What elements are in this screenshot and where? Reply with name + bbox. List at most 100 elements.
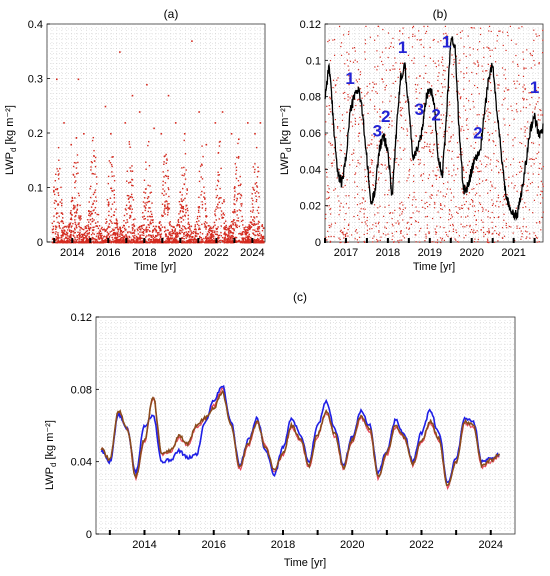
peak-annotation: 1	[442, 33, 451, 52]
scatter-point	[246, 122, 249, 124]
scatter-point	[83, 133, 85, 135]
y-tick-label: 0.2	[28, 128, 43, 140]
panel-c-label: (c)	[293, 290, 307, 304]
y-tick-label: 0.06	[300, 128, 321, 140]
scatter-point	[93, 160, 96, 162]
scatter-point	[124, 122, 127, 124]
x-tick-label: 2024	[240, 247, 264, 259]
x-tick-label: 2024	[479, 539, 503, 551]
scatter-point	[104, 105, 107, 108]
panel-b-xlabel: Time [yr]	[413, 261, 455, 273]
peak-annotation: 2	[431, 105, 440, 124]
series-line	[100, 389, 501, 487]
scatter-point	[205, 143, 208, 146]
y-tick-label: 0.04	[71, 457, 92, 469]
scatter-point	[237, 138, 240, 141]
panel-b-label: (b)	[433, 7, 448, 21]
x-tick-label: 2020	[340, 539, 364, 551]
x-tick-label: 2019	[418, 247, 442, 259]
x-tick-label: 2016	[96, 247, 120, 259]
x-tick-label: 2020	[168, 247, 192, 259]
x-tick-label: 2020	[459, 247, 483, 259]
scatter-point	[110, 133, 112, 135]
y-tick-label: 0.12	[300, 19, 321, 31]
x-tick-label: 2014	[132, 539, 156, 551]
scatter-point	[254, 133, 256, 135]
scatter-point	[214, 122, 217, 124]
panel-a-xlabel: Time [yr]	[134, 261, 176, 273]
scatter-point	[119, 51, 121, 53]
y-tick-label: 0.04	[300, 164, 321, 176]
panel-a: (a) 00.10.20.30.4 2014 2016 2018 2020 2022 20…	[4, 7, 266, 273]
y-tick-label: 0	[86, 529, 92, 541]
panel-b-grid	[325, 24, 543, 242]
panel-b-ylabel: LWPd[kg m⁻²]	[279, 105, 293, 175]
panel-a-grid	[47, 24, 265, 242]
panel-c-xlabel: Time [yr]	[284, 557, 326, 569]
x-tick-label: 2016	[201, 539, 225, 551]
x-tick-label: 2018	[271, 539, 295, 551]
y-tick-label: 0.08	[71, 384, 92, 396]
series-line	[324, 36, 544, 222]
scatter-point	[259, 122, 262, 124]
panel-b-points	[325, 25, 544, 244]
scatter-point	[174, 122, 177, 124]
panel-b-xticks: 2017 2018 2019 2020 2021	[324, 238, 536, 259]
scatter-point	[183, 133, 186, 135]
panel-c-lines	[100, 384, 501, 491]
scatter-point	[146, 83, 148, 86]
scatter-point	[221, 111, 224, 113]
panel-c: (c) 00.040.080.12 2014 2016 2018 2020 2022 20…	[44, 290, 516, 569]
panel-b-yticks: 0 0.02 0.04 0.06 0.08 0.1 0.12	[300, 19, 328, 249]
panel-a-label: (a)	[164, 7, 179, 21]
scatter-point	[77, 78, 80, 81]
series-line	[100, 384, 500, 484]
panel-c-grid	[96, 317, 515, 534]
panel-a-yticks: 0 0.1 0.2 0.3 0.4	[28, 19, 50, 249]
peak-annotation: 1	[345, 69, 354, 88]
scatter-point	[56, 78, 58, 81]
peak-annotation: 2	[381, 107, 390, 126]
scatter-point	[138, 111, 141, 113]
scatter-point	[131, 94, 134, 97]
y-tick-label: 0.1	[306, 55, 321, 67]
peak-annotation: 1	[398, 38, 407, 57]
panel-c-xticks: 2014 2016 2018 2020 2022 2024	[108, 530, 503, 551]
panel-a-xticks: 2014 2016 2018 2020 2022 2024	[53, 238, 265, 259]
scatter-point	[191, 40, 193, 42]
y-tick-label: 0.08	[300, 92, 321, 104]
scatter-point	[230, 133, 233, 135]
y-tick-label: 0	[315, 237, 321, 249]
scatter-point	[160, 133, 163, 135]
panel-a-ylabel: LWPd[kg m⁻²]	[4, 105, 18, 175]
y-tick-label: 0.02	[300, 201, 321, 213]
peak-annotation: 3	[415, 100, 424, 119]
y-tick-label: 0	[37, 237, 43, 249]
scatter-point	[153, 127, 155, 130]
scatter-point	[198, 111, 200, 113]
scatter-point	[167, 94, 170, 97]
y-tick-label: 0.4	[28, 19, 43, 31]
peak-annotation: 3	[373, 122, 382, 141]
y-tick-label: 0.1	[28, 183, 43, 195]
scatter-point	[63, 122, 65, 124]
scatter-point	[70, 143, 73, 146]
peak-annotation: 1	[530, 78, 539, 97]
panel-a-points	[51, 40, 265, 244]
x-tick-label: 2017	[334, 247, 358, 259]
x-tick-label: 2022	[409, 539, 433, 551]
panel-b-line	[324, 36, 544, 222]
y-tick-label: 0.12	[71, 312, 92, 324]
y-tick-label: 0.3	[28, 74, 43, 86]
x-tick-label: 2018	[376, 247, 400, 259]
panel-c-yticks: 0 0.04 0.08 0.12	[71, 312, 99, 541]
x-tick-label: 2021	[501, 247, 525, 259]
panel-c-ylabel: LWPd[kg m⁻²]	[44, 420, 58, 490]
x-tick-label: 2014	[60, 247, 84, 259]
peak-annotation: 2	[473, 123, 482, 142]
x-tick-label: 2022	[204, 247, 228, 259]
x-tick-label: 2018	[132, 247, 156, 259]
